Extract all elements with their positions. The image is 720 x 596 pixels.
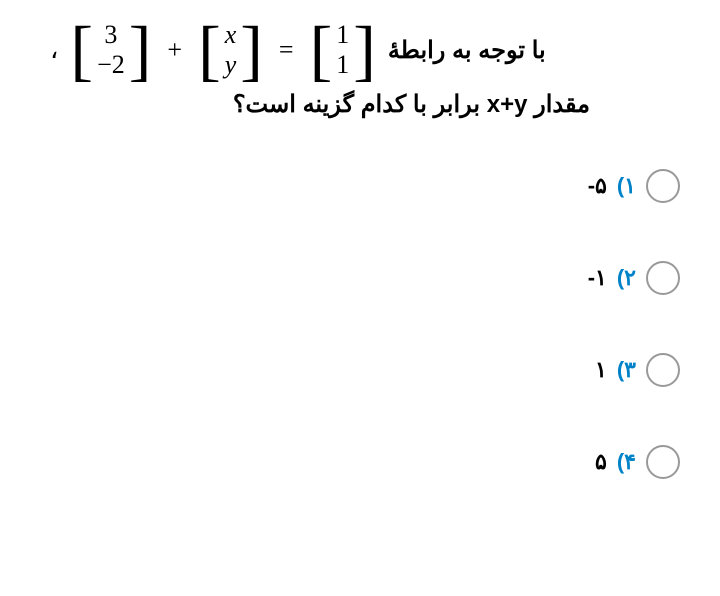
option-num: ۲) xyxy=(617,265,636,291)
right-bracket-icon: ] xyxy=(240,20,263,80)
option-num: ۱) xyxy=(617,173,636,199)
matrix-3-bottom: 1 xyxy=(336,50,349,80)
matrix-2-content: x y xyxy=(221,20,241,80)
matrix-2-top: x xyxy=(225,20,237,50)
equation-line: ، [ 3 −2 ] + [ x y ] = [ 1 1 ] xyxy=(60,20,690,80)
option-4[interactable]: ۴) ۵ xyxy=(30,445,680,479)
question-line2: مقدار x+y برابر با کدام گزینه است؟ xyxy=(30,90,690,119)
matrix-3-content: 1 1 xyxy=(332,20,353,80)
option-val: -۱ xyxy=(588,265,607,291)
matrix-2: [ x y ] xyxy=(198,20,263,80)
operator-equals: = xyxy=(275,35,298,65)
option-3[interactable]: ۳) ۱ xyxy=(30,353,680,387)
radio-icon[interactable] xyxy=(646,353,680,387)
radio-icon[interactable] xyxy=(646,261,680,295)
left-bracket-icon: [ xyxy=(70,20,93,80)
option-val: ۵ xyxy=(595,449,607,475)
option-1[interactable]: ۱) -۵ xyxy=(30,169,680,203)
matrix-1-content: 3 −2 xyxy=(93,20,129,80)
right-bracket-icon: ] xyxy=(353,20,376,80)
question-prefix-text: با توجه به رابطهٔ xyxy=(388,36,546,65)
matrix-3-top: 1 xyxy=(336,20,349,50)
left-bracket-icon: [ xyxy=(198,20,221,80)
left-bracket-icon: [ xyxy=(310,20,333,80)
right-bracket-icon: ] xyxy=(129,20,152,80)
question-container: ، [ 3 −2 ] + [ x y ] = [ 1 1 ] xyxy=(30,20,690,479)
comma: ، xyxy=(50,35,58,65)
option-val: ۱ xyxy=(595,357,607,383)
matrix-1: [ 3 −2 ] xyxy=(70,20,151,80)
operator-plus: + xyxy=(163,35,186,65)
matrix-1-top: 3 xyxy=(104,20,117,50)
option-2[interactable]: ۲) -۱ xyxy=(30,261,680,295)
matrix-3: [ 1 1 ] xyxy=(310,20,376,80)
radio-icon[interactable] xyxy=(646,445,680,479)
option-num: ۳) xyxy=(617,357,636,383)
radio-icon[interactable] xyxy=(646,169,680,203)
matrix-1-bottom: −2 xyxy=(97,50,125,80)
options-list: ۱) -۵ ۲) -۱ ۳) ۱ ۴) ۵ xyxy=(30,169,690,479)
matrix-2-bottom: y xyxy=(225,50,237,80)
option-val: -۵ xyxy=(588,173,607,199)
option-num: ۴) xyxy=(617,449,636,475)
